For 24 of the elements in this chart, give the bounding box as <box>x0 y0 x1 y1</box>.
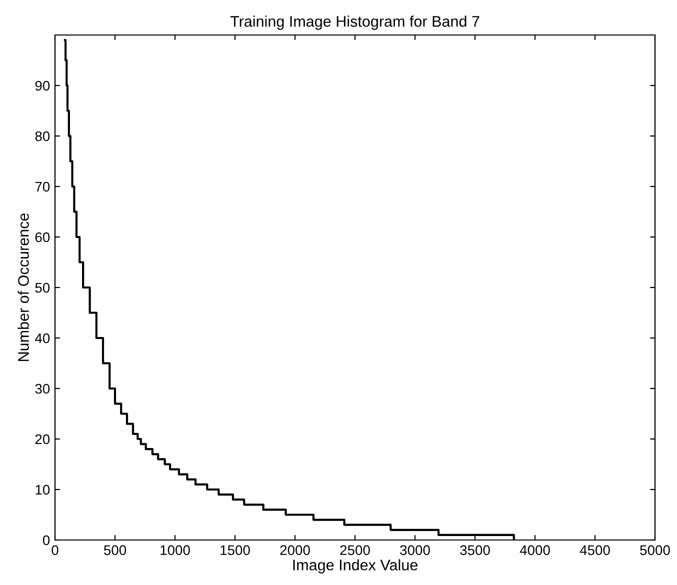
x-tick-label: 500 <box>104 545 126 556</box>
y-tick-label: 10 <box>36 484 50 495</box>
x-tick-label: 0 <box>52 545 58 556</box>
x-tick-label: 2500 <box>340 545 370 556</box>
x-axis-title: Image Index Value <box>293 559 418 574</box>
x-tick-label: 3500 <box>460 545 490 556</box>
x-tick-label: 2000 <box>280 545 310 556</box>
chart-title: Training Image Histogram for Band 7 <box>230 16 480 30</box>
x-tick-label: 1500 <box>220 545 250 556</box>
y-tick-label: 60 <box>35 232 50 242</box>
y-tick-label: 80 <box>35 131 50 142</box>
y-tick-label: 50 <box>35 282 50 293</box>
y-tick-label: 70 <box>35 182 50 192</box>
x-tick-label: 4500 <box>580 545 610 556</box>
y-axis-title: Number of Occurence <box>18 213 29 361</box>
x-tick-label: 1000 <box>160 545 190 556</box>
x-tick-label: 3000 <box>400 545 430 556</box>
y-tick-label: 0 <box>42 535 50 546</box>
x-tick-label: 5000 <box>640 545 670 556</box>
y-tick-label: 40 <box>35 333 50 344</box>
y-tick-label: 90 <box>35 80 50 91</box>
y-tick-label: 30 <box>35 384 50 394</box>
x-tick-label: 4000 <box>520 545 550 556</box>
y-tick-label: 20 <box>35 434 50 444</box>
